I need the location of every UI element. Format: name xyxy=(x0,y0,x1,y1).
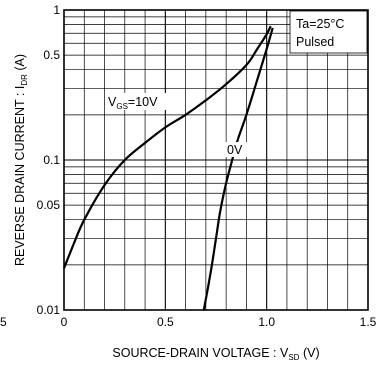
series-line-0 xyxy=(62,25,272,269)
series-line-1 xyxy=(202,27,274,311)
y-tick-label: 0.1 xyxy=(43,153,60,167)
x-tick-label: 0 xyxy=(61,315,68,329)
x-axis-label: SOURCE-DRAIN VOLTAGE : VSD (V) xyxy=(112,346,319,362)
x-tick-label: 1.5 xyxy=(360,315,377,329)
series-label-0v: 0V xyxy=(227,143,243,157)
x-tick-label: 1.0 xyxy=(258,315,275,329)
y-axis-label: REVERSE DRAIN CURRENT : IDR (A) xyxy=(13,54,29,266)
series-label-background xyxy=(106,93,180,110)
plot-frame xyxy=(63,9,369,311)
grid xyxy=(64,10,368,310)
legend-condition-temperature: Ta=25°C xyxy=(296,17,344,31)
curves xyxy=(62,25,274,311)
tick-labels: 0 0.5 1.0 1.5 0.01 0.05 0.1 0.5 1 xyxy=(37,3,377,329)
x-tick-label: 0.5 xyxy=(157,315,174,329)
legend-condition-pulsed: Pulsed xyxy=(296,35,334,49)
series-label-background-2 xyxy=(225,142,247,157)
y-tick-label: 0.5 xyxy=(43,48,60,62)
y-tick-label: 1 xyxy=(53,3,60,17)
stray-tick-label: 5 xyxy=(0,315,7,329)
legend-box: Ta=25°C Pulsed xyxy=(289,10,368,54)
y-tick-label: 0.05 xyxy=(37,198,61,212)
series-label-vgs-10v: VGS=10V xyxy=(108,95,158,111)
y-tick-label: 0.01 xyxy=(37,303,61,317)
